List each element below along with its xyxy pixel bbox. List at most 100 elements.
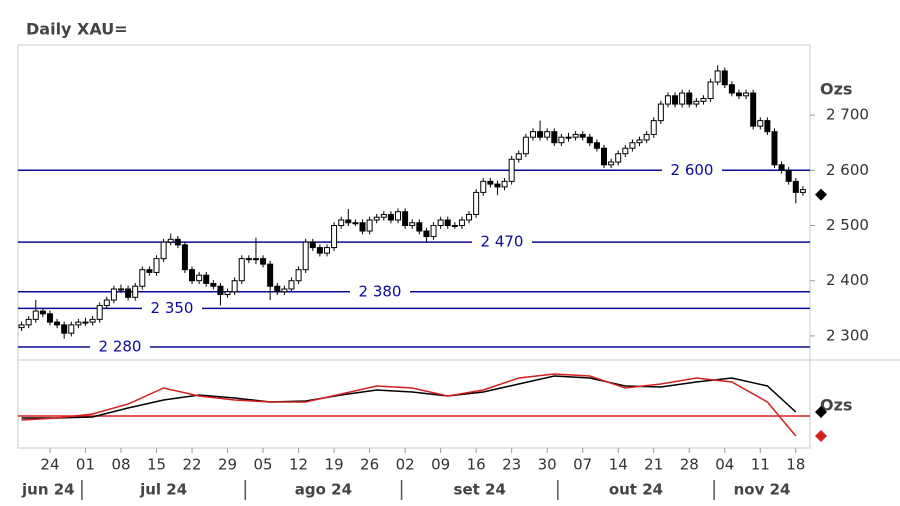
candle-body <box>139 269 146 287</box>
candle-body <box>508 158 515 182</box>
candle-body <box>693 100 700 105</box>
candle-body <box>61 324 68 334</box>
candle-body <box>338 219 345 227</box>
candle-body <box>167 238 174 243</box>
level-label-bg <box>142 299 202 318</box>
candle-body <box>153 258 160 273</box>
x-tick-label: 08 <box>111 456 130 474</box>
candle-body <box>281 288 288 293</box>
candle-body <box>309 241 316 249</box>
month-label: nov 24 <box>734 481 791 499</box>
month-label: jul 24 <box>139 481 187 499</box>
candle-body <box>323 247 330 254</box>
candle-body <box>25 318 32 326</box>
x-tick-label: 15 <box>147 456 166 474</box>
unit-label: Ozs <box>820 80 852 99</box>
candle-body <box>380 213 387 218</box>
candle-body <box>664 95 671 105</box>
candle-body <box>551 131 558 144</box>
candle-body <box>352 222 359 225</box>
candle-body <box>132 285 139 298</box>
x-tick-label: 26 <box>360 456 379 474</box>
candle-body <box>572 133 579 138</box>
candle-body <box>103 299 110 307</box>
candle-body <box>18 324 25 329</box>
candle-body <box>409 222 416 227</box>
last-value-marker <box>815 406 827 418</box>
candle-body <box>75 321 82 326</box>
candle-body <box>437 219 444 227</box>
candle-body <box>750 92 757 127</box>
x-tick-label: 05 <box>254 456 273 474</box>
candle-body <box>174 238 181 246</box>
candle-body <box>359 222 366 232</box>
candle-body <box>672 95 679 105</box>
candle-body <box>316 247 323 254</box>
candle-body <box>565 136 572 139</box>
candle-body <box>473 191 480 215</box>
x-tick-label: 21 <box>644 456 663 474</box>
candle-body <box>721 70 728 86</box>
y-tick-label: 2 500 <box>826 216 869 234</box>
candle-body <box>529 131 536 138</box>
candle-body <box>537 131 544 138</box>
candle-body <box>274 285 281 293</box>
candle-body <box>217 285 224 296</box>
level-label: 2 280 <box>99 337 142 355</box>
candle-body <box>494 183 501 188</box>
candle-body <box>622 147 629 155</box>
candle-body <box>700 98 707 102</box>
candle-body <box>629 142 636 149</box>
candle-body <box>778 164 785 171</box>
x-tick-label: 04 <box>715 456 734 474</box>
candle-body <box>224 291 231 296</box>
candle-body <box>68 324 75 334</box>
x-tick-label: 19 <box>325 456 344 474</box>
level-label-bg <box>662 161 722 180</box>
x-tick-label: 07 <box>573 456 592 474</box>
last-value-marker <box>815 430 827 442</box>
x-tick-label: 16 <box>467 456 486 474</box>
candle-body <box>54 321 61 326</box>
candle-body <box>593 142 600 149</box>
candle-body <box>657 103 664 122</box>
candle-body <box>728 84 735 94</box>
candle-body <box>430 225 437 238</box>
month-label: out 24 <box>609 481 663 499</box>
candle-body <box>210 282 217 287</box>
candle-body <box>252 258 259 261</box>
candle-body <box>373 216 380 221</box>
candle-body <box>345 219 352 224</box>
candle-body <box>302 241 309 271</box>
candle-body <box>238 258 245 282</box>
candle-body <box>39 310 46 315</box>
candle-body <box>679 92 686 105</box>
candle-body <box>458 219 465 227</box>
x-tick-label: 28 <box>680 456 699 474</box>
candle-body <box>125 288 132 298</box>
indicator-line <box>21 373 797 437</box>
candle-body <box>110 288 117 301</box>
level-label: 2 470 <box>481 233 524 251</box>
level-label-bg <box>472 233 532 252</box>
candle-body <box>764 120 771 133</box>
candle-body <box>32 310 39 320</box>
plot-frame <box>17 44 811 449</box>
x-tick-label: 24 <box>40 456 59 474</box>
month-label: ago 24 <box>295 481 352 499</box>
candle-body <box>686 92 693 105</box>
month-label: jun 24 <box>21 481 75 499</box>
candle-body <box>160 241 167 260</box>
candle-body <box>267 263 274 287</box>
y-tick-label: 2 700 <box>826 106 869 124</box>
candle-body <box>82 321 89 324</box>
last-price-marker <box>815 188 827 201</box>
candle-body <box>189 269 196 282</box>
candle-body <box>501 180 508 188</box>
month-label: set 24 <box>454 481 506 499</box>
candle-body <box>771 131 778 166</box>
candle-body <box>46 313 53 323</box>
candle-body <box>480 180 487 193</box>
candle-body <box>799 189 806 193</box>
x-tick-label: 09 <box>431 456 450 474</box>
